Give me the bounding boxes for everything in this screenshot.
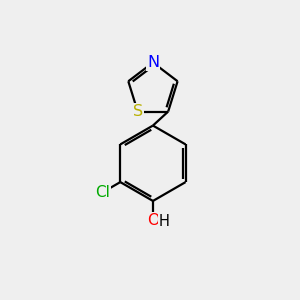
Text: S: S [133, 104, 143, 119]
Text: N: N [147, 55, 159, 70]
Text: H: H [159, 214, 170, 229]
Text: Cl: Cl [95, 185, 110, 200]
Text: O: O [147, 213, 159, 228]
